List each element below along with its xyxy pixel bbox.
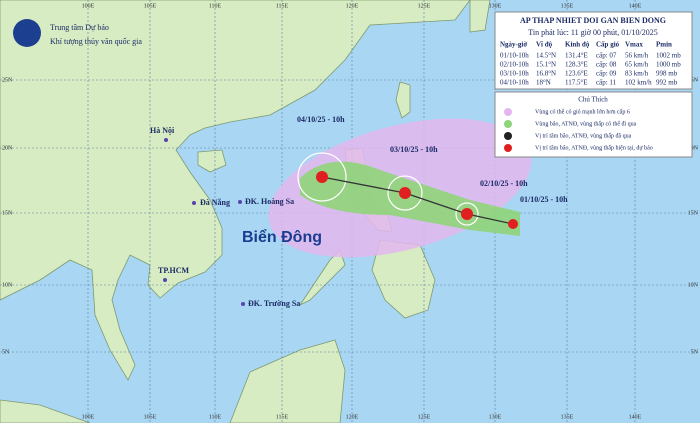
- legend-item: Vùng bão, ATNĐ, vùng thấp có thể đi qua: [535, 120, 637, 127]
- lon-label: 125E: [418, 3, 431, 9]
- lon-label: 115E: [276, 414, 289, 420]
- track-label: 01/10/25 - 10h: [520, 195, 568, 204]
- radius-circles: [297, 152, 479, 226]
- legend-box: [494, 91, 693, 158]
- lon-label: 110E: [209, 3, 222, 9]
- lon-label: 130E: [489, 414, 502, 420]
- lon-label: 120E: [346, 3, 359, 9]
- legend-item: Vùng có thể có gió mạnh lớn hơn cấp 6: [535, 108, 630, 115]
- track-label: 02/10/25 - 10h: [480, 179, 528, 188]
- table-cell: 83 km/h: [625, 70, 649, 78]
- lat-label: 5N: [2, 349, 10, 355]
- lat-label: 20N: [688, 145, 699, 151]
- lon-label: 120E: [346, 414, 359, 420]
- legend-item: Vị trí tâm bão, ATNĐ, vùng thấp đã qua: [535, 132, 632, 139]
- table-header: Cấp gió: [596, 41, 620, 49]
- table-cell: cấp: 08: [596, 61, 617, 69]
- info-box: [494, 11, 693, 90]
- lat-label: 10N: [688, 282, 699, 288]
- table-cell: 03/10-10h: [500, 70, 529, 78]
- table-cell: 56 km/h: [625, 52, 649, 60]
- place: ĐK. Trường Sa: [248, 299, 300, 308]
- table-header: Pmin: [656, 41, 672, 49]
- table-cell: 998 mb: [656, 70, 678, 78]
- table-cell: 16.8°N: [536, 70, 556, 78]
- table-cell: 992 mb: [656, 79, 678, 87]
- track-label: 03/10/25 - 10h: [390, 145, 438, 154]
- table-cell: 131.4°E: [565, 52, 588, 60]
- lon-label: 115E: [276, 3, 289, 9]
- table-header: Ngày-giờ: [500, 41, 527, 49]
- org-name: Khí tượng thủy văn quốc gia: [50, 37, 142, 46]
- table-cell: 18°N: [536, 79, 551, 87]
- lon-label: 130E: [489, 3, 502, 9]
- lat-label: 20N: [2, 145, 13, 151]
- lon-label: 135E: [561, 414, 574, 420]
- info-issued: Tin phát lúc: 11 giờ 00 phút, 01/10/2025: [528, 28, 657, 37]
- place: Hà Nội: [150, 126, 175, 135]
- storm-icons: [316, 171, 518, 229]
- lat-label: 25N: [688, 77, 699, 83]
- table-header: Kinh độ: [565, 41, 590, 49]
- table-cell: 04/10-10h: [500, 79, 529, 87]
- org-name: Trung tâm Dự báo: [50, 23, 109, 32]
- table-cell: 123.6°E: [565, 70, 588, 78]
- lon-label: 105E: [144, 414, 157, 420]
- table-cell: cấp: 09: [596, 70, 617, 78]
- lon-label: 140E: [629, 414, 642, 420]
- info-title: AP THAP NHIET DOI GAN BIEN DONG: [520, 16, 666, 25]
- table-cell: 128.3°E: [565, 61, 588, 69]
- table-cell: cấp: 07: [596, 52, 617, 60]
- track: [321, 176, 514, 225]
- lon-label: 125E: [418, 414, 431, 420]
- lat-label: 10N: [2, 282, 13, 288]
- table-cell: cấp: 11: [596, 79, 617, 87]
- lon-label: 105E: [144, 3, 157, 9]
- place: TP.HCM: [158, 266, 189, 275]
- track-label: 04/10/25 - 10h: [297, 115, 345, 124]
- places-dots: [163, 138, 245, 306]
- table-cell: 01/10-10h: [500, 52, 529, 60]
- lat-label: 25N: [2, 77, 13, 83]
- table-cell: 65 km/h: [625, 61, 649, 69]
- lon-label: 100E: [82, 414, 95, 420]
- legend-item: Vị trí tâm bão, ATNĐ, vùng thấp hiện tại…: [535, 144, 653, 151]
- table-cell: 102 km/h: [625, 79, 652, 87]
- table-header: Vĩ độ: [536, 41, 553, 49]
- lat-label: 15N: [2, 210, 13, 216]
- logo: [13, 19, 41, 47]
- table-cell: 117.5°E: [565, 79, 588, 87]
- place: Đà Nẵng: [200, 198, 230, 207]
- sea-name: Biển Đông: [242, 228, 322, 246]
- place: ĐK. Hoàng Sa: [245, 197, 294, 206]
- table-cell: 02/10-10h: [500, 61, 529, 69]
- table-cell: 15.1°N: [536, 61, 556, 69]
- table-header: Vmax: [625, 41, 643, 49]
- lat-label: 5N: [691, 349, 699, 355]
- table-cell: 1002 mb: [656, 52, 681, 60]
- lon-label: 140E: [629, 3, 642, 9]
- table-cell: 1000 mb: [656, 61, 681, 69]
- lon-label: 100E: [82, 3, 95, 9]
- legend-title: Chú Thích: [578, 96, 608, 104]
- table-cell: 14.5°N: [536, 52, 556, 60]
- lat-label: 15N: [688, 210, 699, 216]
- lon-label: 135E: [561, 3, 574, 9]
- lon-label: 110E: [209, 414, 222, 420]
